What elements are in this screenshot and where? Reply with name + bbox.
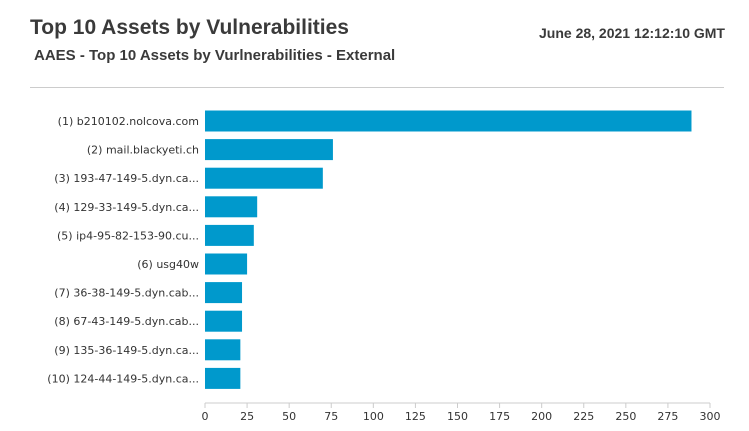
- category-label: (6) usg40w: [137, 258, 199, 271]
- category-label: (9) 135-36-149-5.dyn.ca...: [54, 344, 199, 357]
- bar: [205, 224, 254, 246]
- report-timestamp: June 28, 2021 12:12:10 GMT: [539, 25, 725, 41]
- report-subtitle: AAES - Top 10 Assets by Vurlnerabilities…: [34, 47, 396, 64]
- x-tick-label: 250: [615, 410, 636, 423]
- x-tick-label: 150: [447, 410, 468, 423]
- x-tick-label: 100: [363, 410, 384, 423]
- category-label: (3) 193-47-149-5.dyn.ca...: [54, 172, 199, 185]
- x-tick-label: 0: [202, 410, 209, 423]
- bar: [205, 282, 243, 304]
- bar: [205, 196, 258, 218]
- report-title: Top 10 Assets by Vulnerabilities: [30, 16, 349, 39]
- header-divider: [30, 87, 724, 88]
- category-label: (2) mail.blackyeti.ch: [87, 144, 199, 157]
- x-tick-label: 275: [657, 410, 678, 423]
- bar: [205, 139, 333, 161]
- bar: [205, 110, 692, 132]
- category-label: (4) 129-33-149-5.dyn.ca...: [54, 201, 199, 214]
- category-label: (8) 67-43-149-5.dyn.cab...: [54, 315, 199, 328]
- x-tick-label: 225: [573, 410, 594, 423]
- category-label: (1) b210102.nolcova.com: [58, 115, 199, 128]
- category-label: (5) ip4-95-82-153-90.cu...: [57, 229, 199, 242]
- x-tick-label: 75: [324, 410, 338, 423]
- bar: [205, 310, 243, 332]
- x-tick-label: 200: [531, 410, 552, 423]
- x-tick-label: 175: [489, 410, 510, 423]
- bar: [205, 167, 323, 189]
- x-tick-label: 300: [700, 410, 721, 423]
- x-tick-label: 50: [282, 410, 296, 423]
- category-label: (10) 124-44-149-5.dyn.ca...: [47, 372, 199, 385]
- x-tick-label: 25: [240, 410, 254, 423]
- bar: [205, 253, 248, 275]
- category-label: (7) 36-38-149-5.dyn.cab...: [54, 287, 199, 300]
- x-tick-label: 125: [405, 410, 426, 423]
- bar: [205, 339, 241, 361]
- bar: [205, 367, 241, 389]
